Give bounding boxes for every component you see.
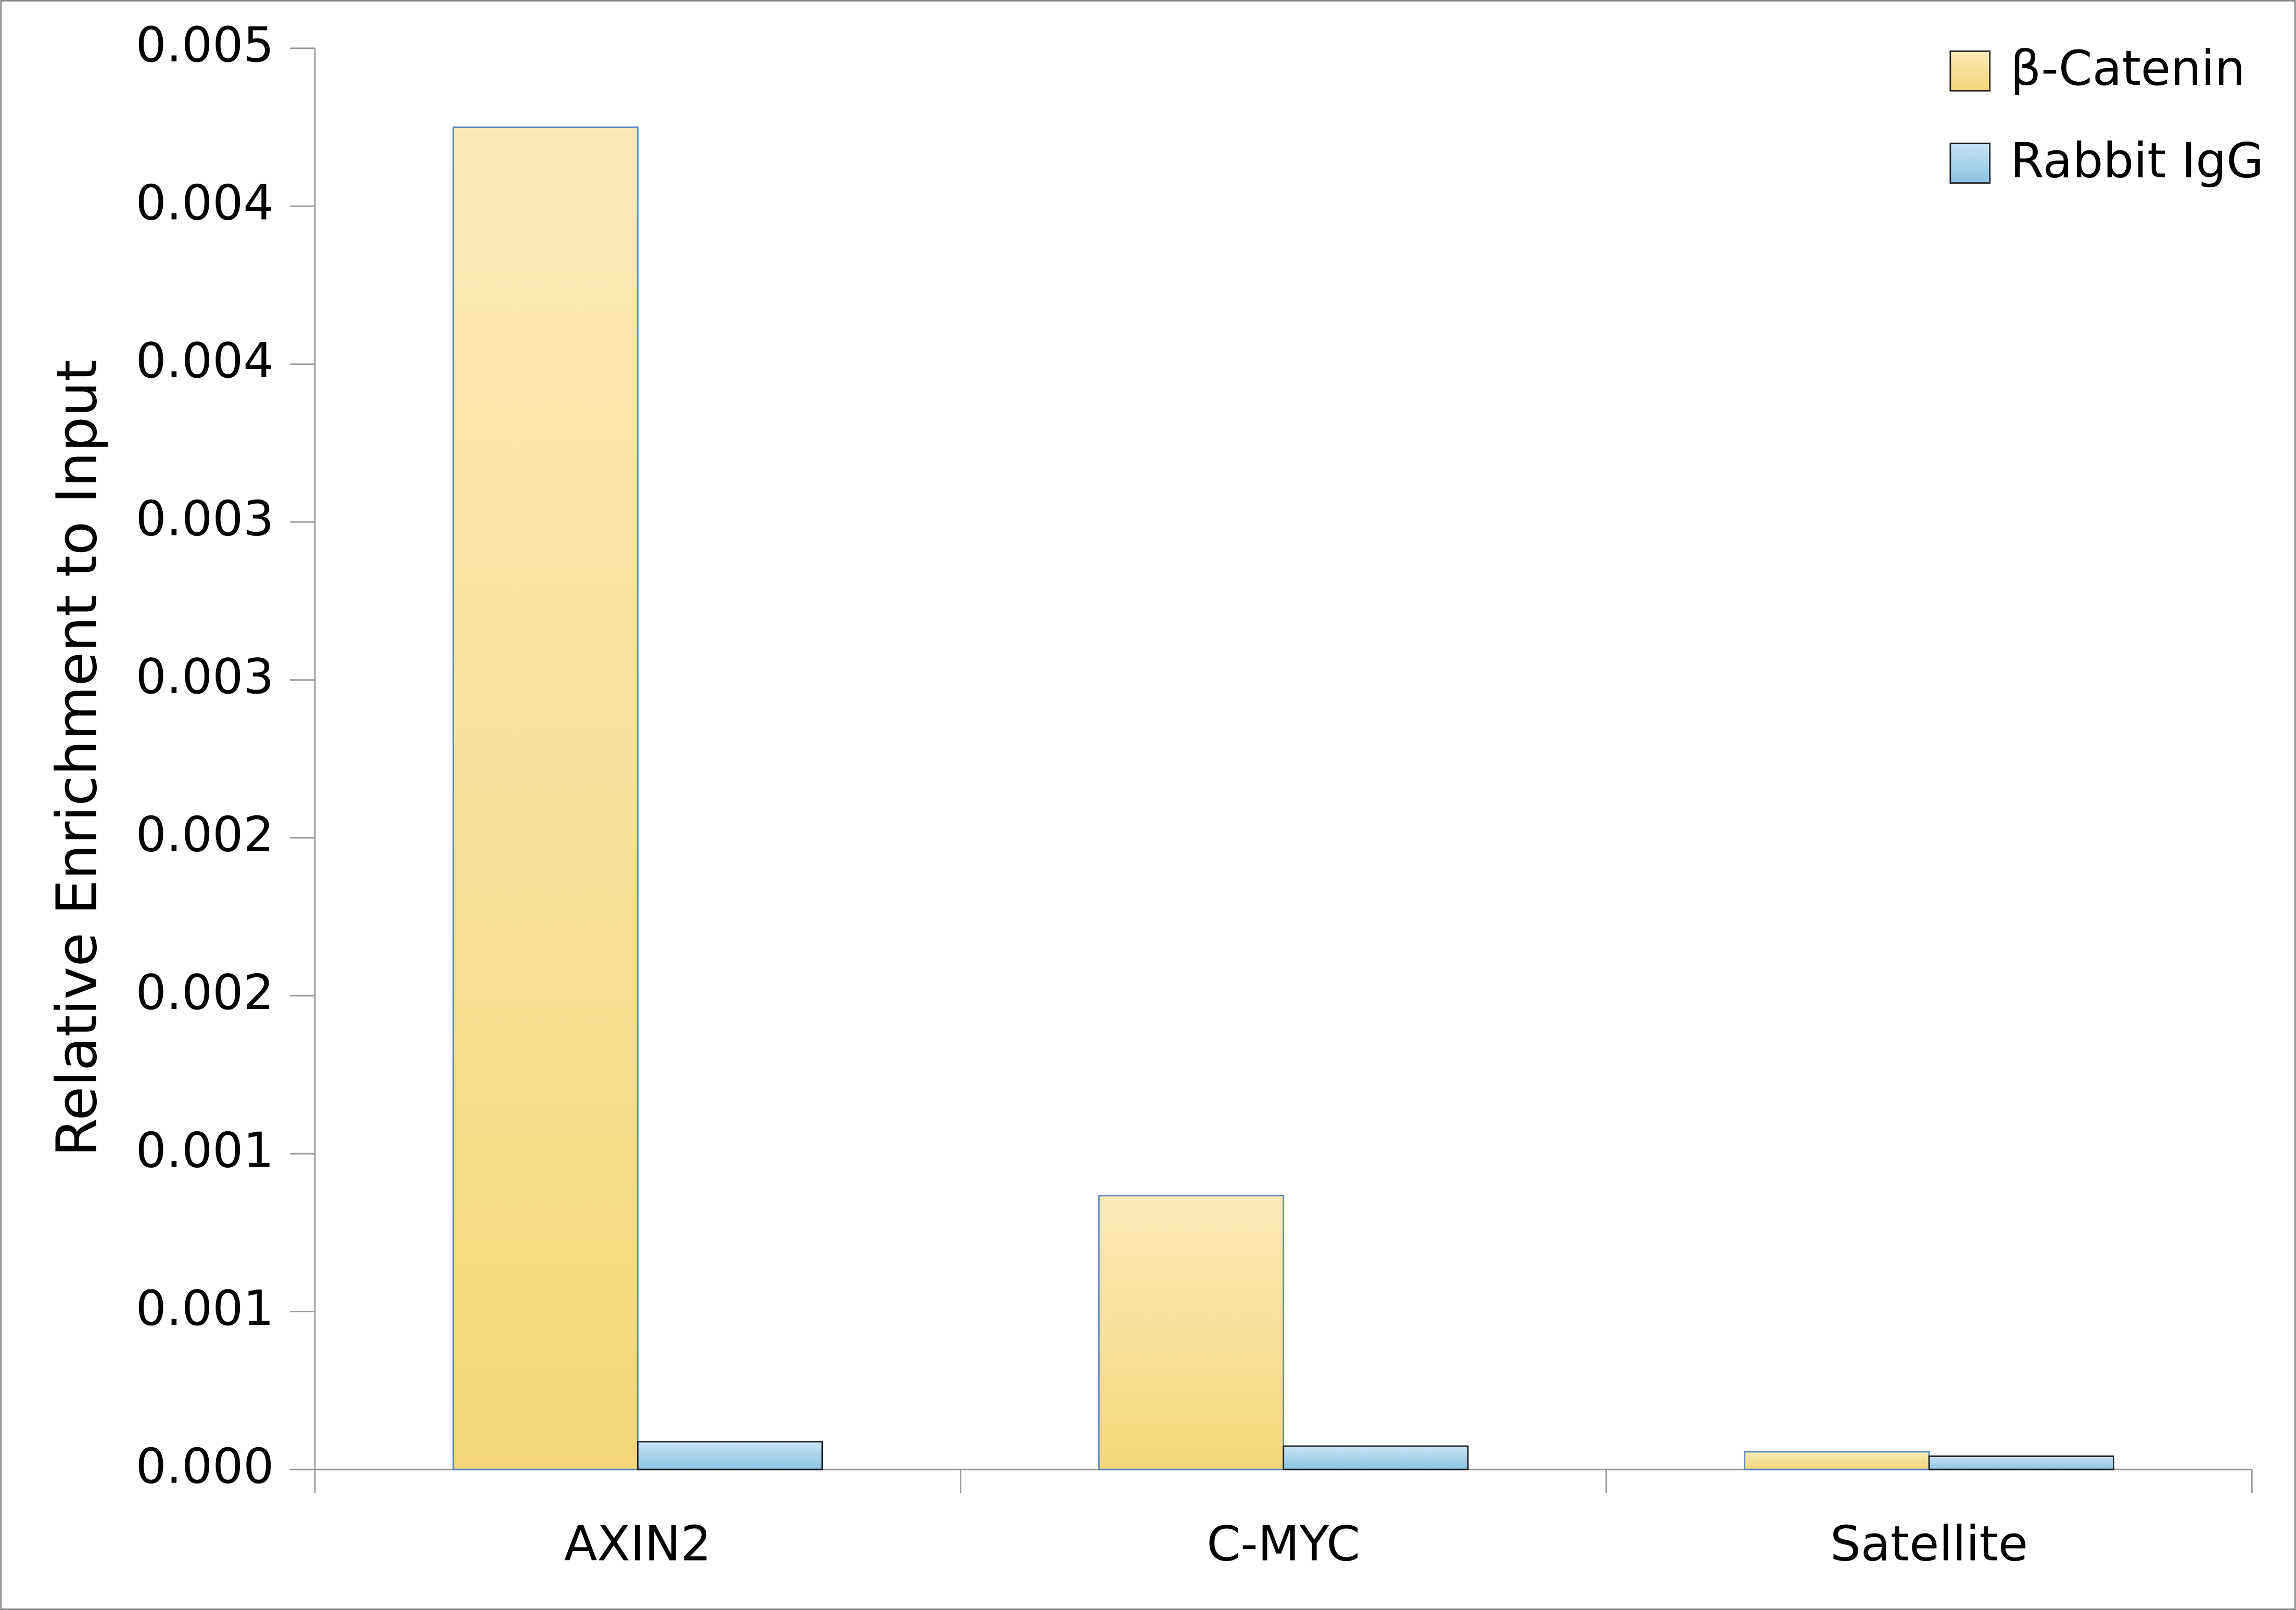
x-tick-label: C-MYC xyxy=(1207,1515,1360,1571)
y-tick-label: 0.000 xyxy=(136,1438,274,1494)
y-axis-label: Relative Enrichment to Input xyxy=(45,360,109,1157)
y-tick-label: 0.002 xyxy=(136,807,274,863)
legend-label: β-Catenin xyxy=(2010,40,2245,96)
x-tick-label: Satellite xyxy=(1830,1515,2028,1571)
y-tick-label: 0.005 xyxy=(136,17,274,73)
y-tick-label: 0.004 xyxy=(136,175,274,231)
bar xyxy=(1098,1195,1285,1471)
y-tick-label: 0.004 xyxy=(136,333,274,389)
legend-label: Rabbit IgG xyxy=(2010,132,2264,188)
y-tick-label: 0.003 xyxy=(136,491,274,547)
y-tick-label: 0.002 xyxy=(136,964,274,1020)
y-tick-label: 0.001 xyxy=(136,1280,274,1336)
bar xyxy=(1928,1455,2114,1471)
y-tick-label: 0.001 xyxy=(136,1122,274,1178)
bar xyxy=(1744,1451,1930,1471)
bar xyxy=(1283,1445,1469,1471)
y-tick-label: 0.003 xyxy=(136,648,274,705)
legend-swatch xyxy=(1949,50,1991,92)
bar xyxy=(452,126,639,1471)
legend-swatch xyxy=(1949,143,1991,184)
x-tick-label: AXIN2 xyxy=(564,1515,712,1571)
bar xyxy=(637,1441,823,1471)
